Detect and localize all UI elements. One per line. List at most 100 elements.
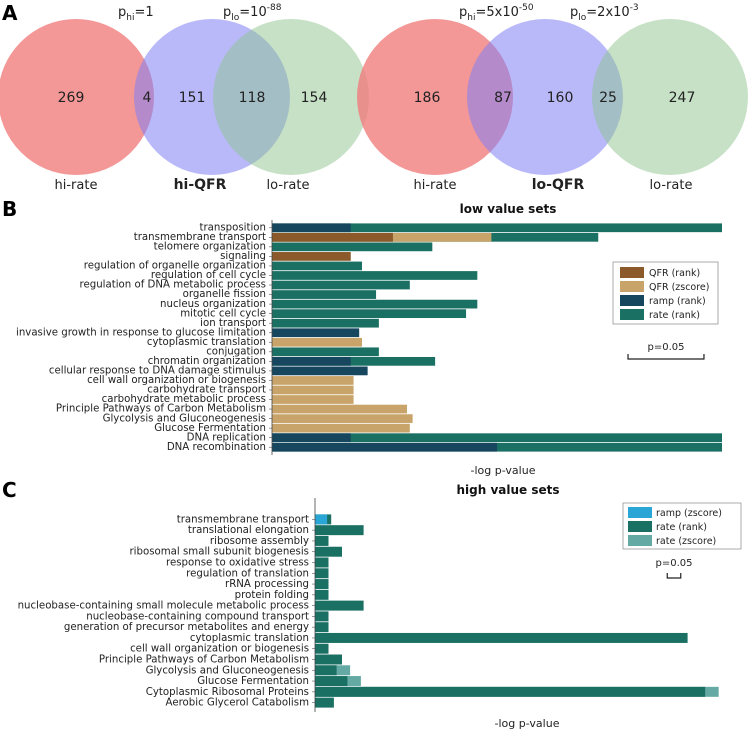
chart-b-xlabel: -log p-value [471,464,536,477]
chart-c-bar-rate-rank [315,600,364,611]
chart-c-category-label: cell wall organization or biogenesis [130,644,309,655]
chart-b-category-label: transposition [199,222,266,233]
venn-left-label-lo-rate: lo-rate [267,178,310,193]
chart-c-category-label: ribosome assembly [210,536,309,547]
chart-c-scale-bracket [666,573,682,579]
chart-c-category-label: transmembrane transport [177,514,309,525]
chart-b-category-label: carbohydrate metabolic process [102,394,266,405]
venn-right-lo-rate-circle [592,19,748,175]
chart-b-category-label: nucleus organization [160,299,266,310]
chart-b-category-label: telomere organization [154,242,266,253]
chart-b-bar-qfr-rank [272,232,393,242]
venn-left-hi-rate-circle [0,19,154,175]
chart-b-category-label: cellular response to DNA damage stimulus [49,366,266,377]
chart-b-bar-ramp-rank [272,328,360,338]
chart-b-category-label: ion transport [200,318,266,329]
chart-b-category-label: regulation of DNA metabolic process [80,280,267,291]
chart-b-category-label: DNA recombination [167,442,266,453]
venn-right-p-lo: plo=2x10-3 [570,3,639,23]
chart-b-bar-qfr-zscore [272,423,410,433]
chart-b-bar-rate-rank [272,299,478,309]
chart-c-legend-label-2: rate (zscore) [656,536,716,547]
chart-c-bar-rate-rank [315,697,334,708]
chart-b-bar-qfr-zscore [272,385,354,395]
chart-b-category-label: regulation of organelle organization [84,261,266,272]
chart-b-bar-qfr-zscore [272,337,362,347]
chart-c-bar-rate-rank [315,654,342,665]
chart-b-bar-qfr-zscore [272,395,354,404]
venn-right-region-3: 25 [599,90,617,106]
chart-c-category-label: cytoplasmic translation [190,633,309,644]
venn-left-p-hi: phi=1 [118,5,154,23]
chart-c-category-label: nucleobase-containing small molecule met… [18,601,309,612]
chart-c-category-label: ribosomal small subunit biogenesis [129,547,309,558]
chart-c-bar-ramp-zscore [315,514,328,525]
venn-left-label-qfr: hi-QFR [174,177,227,193]
venn-left-region-0: 269 [58,90,85,106]
chart-b-bar-ramp-rank [272,366,368,376]
chart-c-category-label: Cytoplasmic Ribosomal Proteins [146,687,309,698]
chart-c-bar-rate-rank [315,676,348,687]
chart-c-bar-rate-rank [315,643,329,654]
venn-right-region-1: 87 [494,90,512,106]
chart-b-bar-ramp-rank [272,223,351,233]
venn-left-label-hi-rate: hi-rate [55,178,98,193]
chart-b-bar-qfr-rank [272,252,351,261]
chart-c-bars [315,514,719,708]
chart-b-category-label: signaling [220,251,266,262]
venn-left-region-3: 118 [239,90,266,106]
venn-right-label-hi-rate: hi-rate [414,178,457,193]
chart-b-category-label: chromatin organization [148,356,266,367]
chart-c-legend-label-1: rate (rank) [656,522,707,533]
panel-letter-b: B [2,197,17,221]
venn-right-qfr-circle [467,19,623,175]
chart-c-bar-rate-rank [315,589,329,600]
chart-c-legend-swatch-0 [628,507,652,518]
panel-letter-c: C [2,478,17,502]
chart-c-bar-rate-rank [315,579,329,590]
chart-b-bar-rate-rank [272,261,362,271]
chart-b-bar-rate-rank [272,242,433,252]
chart-b-category-label: organelle fission [183,289,266,300]
chart-b-legend-label-1: QFR (zscore) [649,282,710,293]
panel-letter-a: A [2,1,18,25]
chart-b-bar-qfr-zscore [272,414,413,423]
chart-c-bar-rate-rank [315,665,337,676]
venn-right-p-hi: phi=5x10-50 [459,3,534,23]
chart-c-scale-bar: p=0.05 [656,558,693,579]
chart-b-bar-qfr-zscore [272,376,354,385]
chart-b-bar-rate-rank [272,223,722,233]
chart-c-category-label: Aerobic Glycerol Catabolism [166,698,310,709]
chart-b-category-label: DNA replication [187,432,266,443]
chart-b-legend-swatch-2 [620,295,644,306]
chart-b-legend-label-0: QFR (rank) [649,268,700,279]
venn-right: 186 87 160 25 247 hi-rate lo-QFR lo-rate… [357,3,748,193]
chart-c-bar-rate-rank [315,568,329,579]
chart-c-category-label: protein folding [235,590,309,601]
chart-c-title: high value sets [456,483,559,497]
chart-b-category-label: conjugation [206,346,266,357]
venn-left-region-1: 4 [143,90,152,106]
chart-b-category-label: cell wall organization or biogenesis [87,375,266,386]
chart-low-value-sets: low value sets -log p-value transpositio… [16,202,722,477]
chart-c-legend-swatch-1 [628,521,652,532]
venn-right-label-lo-rate: lo-rate [650,178,693,193]
chart-c-category-label: rRNA processing [225,579,309,590]
chart-b-bar-rate-rank [272,309,467,319]
chart-b-bar-rate-rank [272,290,377,299]
chart-b-bar-rate-rank [272,280,410,290]
venn-right-label-qfr: lo-QFR [532,177,585,193]
chart-b-bar-rate-rank [272,271,478,280]
chart-c-legend-swatch-2 [628,535,652,546]
chart-c-legend-label-0: ramp (zscore) [656,508,722,519]
venn-left-lo-rate-circle [213,19,369,175]
chart-c-bar-rate-rank [315,535,329,546]
chart-b-category-label: cytoplasmic translation [147,337,266,348]
chart-c-category-label: nucleobase-containing compound transport [86,611,309,622]
chart-c-category-label: Glycolysis and Gluconeogenesis [146,665,309,676]
chart-c-category-label: generation of precursor metabolites and … [64,622,309,633]
chart-c-category-label: translational elongation [188,525,309,536]
chart-c-scale-label: p=0.05 [656,558,693,569]
venn-left-region-2: 151 [179,90,206,106]
